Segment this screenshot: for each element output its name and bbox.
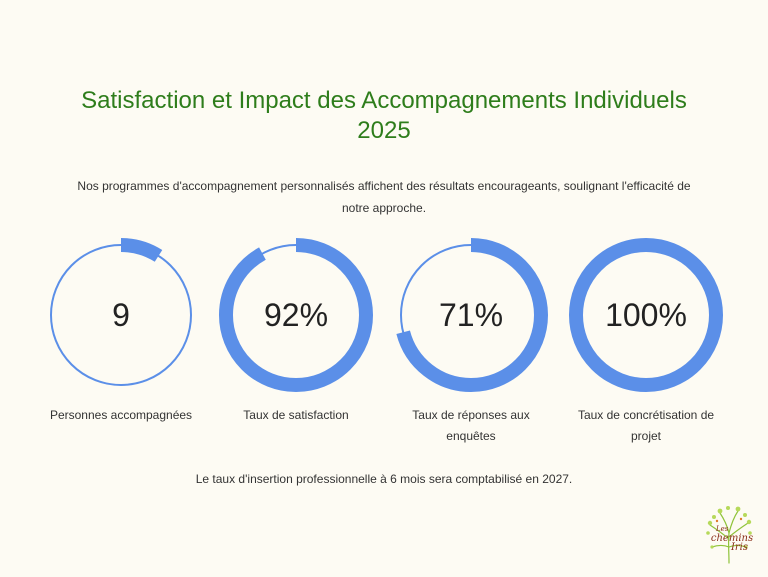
metric-value: 100% xyxy=(605,297,687,333)
logo-text: Les chemins Iris xyxy=(706,525,758,553)
tree-icon xyxy=(706,506,752,564)
metric-label-line-1: Personnes accompagnées xyxy=(49,408,193,422)
metric-value: 92% xyxy=(263,297,329,333)
progress-ring xyxy=(561,230,731,400)
metric-label-line-1: Taux de réponses aux xyxy=(412,408,530,422)
metric-label-line-1: Taux de satisfaction xyxy=(243,408,349,422)
progress-ring xyxy=(211,230,381,400)
ring-fill xyxy=(219,238,373,392)
footnote: Le taux d'insertion professionnelle à 6 … xyxy=(195,472,573,486)
metric-label: Personnes accompagnées xyxy=(36,405,206,426)
ring-fill xyxy=(394,238,548,392)
logo-line-3: Iris xyxy=(730,542,748,553)
ring-track xyxy=(575,244,717,386)
logo-line-2: chemins xyxy=(710,533,754,544)
progress-ring xyxy=(386,230,556,400)
metric-label: Taux de concrétisation de projet xyxy=(561,405,731,447)
logo-line-1: Les xyxy=(716,525,729,533)
metric-value: 9 xyxy=(112,297,130,333)
metric-label-line-2: enquêtes xyxy=(446,429,496,443)
metric-label: Taux de réponses aux enquêtes xyxy=(386,405,556,447)
progress-ring xyxy=(36,230,206,400)
intro-line-1: Nos programmes d'accompagnement personna… xyxy=(77,179,691,193)
ring-track xyxy=(225,244,367,386)
metric-value: 71% xyxy=(438,297,504,333)
ring-fill xyxy=(44,238,198,392)
page-title: Satisfaction et Impact des Accompagnemen… xyxy=(20,86,748,146)
metric-label-line-1: Taux de concrétisation de xyxy=(577,408,715,422)
ring-track xyxy=(50,244,192,386)
title-line-1: Satisfaction et Impact des Accompagnemen… xyxy=(81,87,687,114)
intro-line-2: notre approche. xyxy=(341,201,427,215)
ring-fill xyxy=(569,238,723,392)
intro-text: Nos programmes d'accompagnement personna… xyxy=(50,175,718,219)
ring-track xyxy=(400,244,542,386)
brand-logo: Les chemins Iris xyxy=(700,503,758,565)
metric-label-line-2: projet xyxy=(630,429,662,443)
title-line-2: 2025 xyxy=(357,117,411,144)
metric-label: Taux de satisfaction xyxy=(211,405,381,426)
